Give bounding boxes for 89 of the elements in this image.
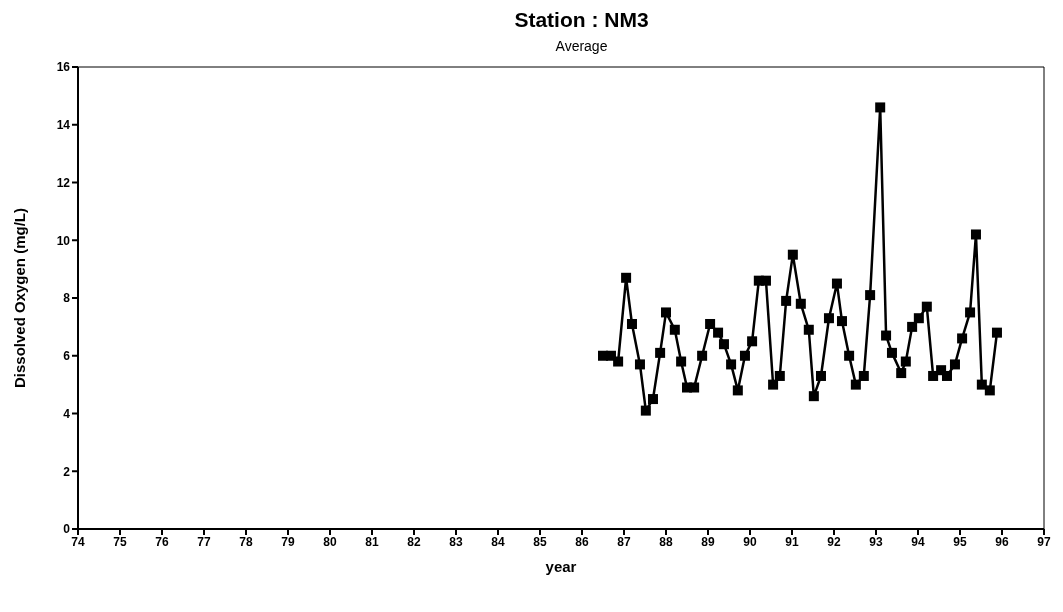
point (965, 307, 976, 318)
x-tick-label: 80 (323, 534, 337, 549)
point (640, 405, 651, 416)
point (768, 379, 779, 390)
point (913, 313, 924, 324)
point (726, 359, 737, 370)
x-tick-label: 74 (71, 534, 85, 549)
x-tick-label: 87 (617, 534, 631, 549)
point (976, 379, 987, 390)
point (921, 301, 932, 312)
y-tick-label: 2 (63, 464, 71, 479)
point (795, 298, 806, 309)
point (896, 368, 907, 379)
point (747, 336, 758, 347)
x-tick-label: 83 (449, 534, 463, 549)
x-tick-label: 94 (911, 534, 925, 549)
x-tick-label: 81 (365, 534, 379, 549)
point (957, 333, 968, 344)
point (928, 370, 939, 381)
x-tick-label: 96 (995, 534, 1009, 549)
y-tick-label: 12 (56, 175, 71, 190)
y-tick-label: 8 (63, 291, 71, 306)
x-tick-label: 84 (491, 534, 505, 549)
y-axis-title: Dissolved Oxygen (mg/L) (11, 207, 29, 389)
point (655, 347, 666, 358)
point (823, 313, 834, 324)
chart-subtitle: Average (554, 38, 609, 54)
point (991, 327, 1002, 338)
point (803, 324, 814, 335)
point (844, 350, 855, 361)
point (984, 385, 995, 396)
point (760, 275, 771, 286)
x-tick-label: 77 (197, 534, 211, 549)
x-axis-title: year (545, 558, 577, 575)
point (850, 379, 861, 390)
point (875, 102, 886, 113)
point (697, 350, 708, 361)
x-tick-label: 75 (113, 534, 127, 549)
x-tick-label: 76 (155, 534, 169, 549)
x-tick-label: 82 (407, 534, 421, 549)
x-tick-label: 85 (533, 534, 547, 549)
point (718, 339, 729, 350)
y-tick-label: 4 (63, 406, 71, 421)
point (970, 229, 981, 240)
chart-title: Station : NM3 (513, 8, 650, 32)
y-tick-label: 10 (56, 233, 71, 248)
point (858, 370, 869, 381)
point (634, 359, 645, 370)
point (907, 321, 918, 332)
x-tick-label: 91 (785, 534, 799, 549)
x-tick-label: 90 (743, 534, 757, 549)
point (808, 391, 819, 402)
x-tick-label: 93 (869, 534, 883, 549)
x-tick-label: 95 (953, 534, 967, 549)
point (739, 350, 750, 361)
x-tick-label: 88 (659, 534, 673, 549)
point (774, 370, 785, 381)
point (949, 359, 960, 370)
point (669, 324, 680, 335)
y-tick-label: 6 (63, 349, 71, 364)
point (900, 356, 911, 367)
x-tick-label: 78 (239, 534, 253, 549)
x-tick-label: 79 (281, 534, 295, 549)
point (881, 330, 892, 341)
point (689, 382, 700, 393)
point (941, 370, 952, 381)
point (815, 370, 826, 381)
point (781, 295, 792, 306)
y-tick-label: 14 (56, 118, 71, 133)
point (676, 356, 687, 367)
x-tick-label: 89 (701, 534, 715, 549)
point (865, 290, 876, 301)
point (886, 347, 897, 358)
x-tick-label: 97 (1037, 534, 1051, 549)
point (647, 394, 658, 405)
point (732, 385, 743, 396)
y-tick-label: 0 (63, 522, 71, 537)
point (831, 278, 842, 289)
point (705, 318, 716, 329)
x-tick-label: 86 (575, 534, 589, 549)
point (626, 318, 637, 329)
point (621, 272, 632, 283)
point (787, 249, 798, 260)
y-tick-label: 16 (56, 60, 71, 75)
point (613, 356, 624, 367)
x-tick-label: 92 (827, 534, 841, 549)
point (661, 307, 671, 318)
point (836, 316, 847, 327)
point (713, 327, 724, 338)
